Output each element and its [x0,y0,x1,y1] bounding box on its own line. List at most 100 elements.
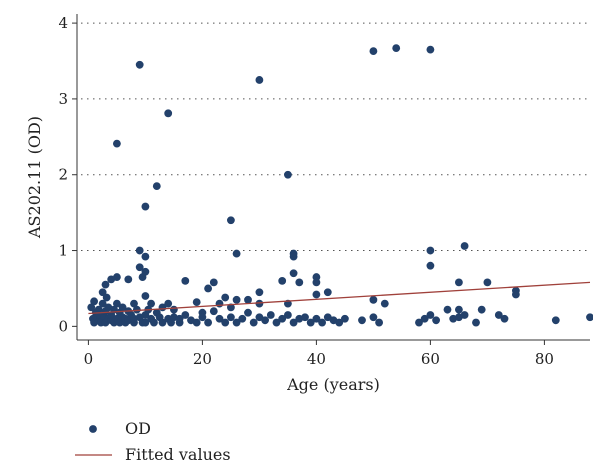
data-point [358,316,366,325]
y-tick-label: 2 [58,166,68,184]
data-point [318,318,326,327]
data-point [312,290,321,299]
data-point [284,311,292,319]
data-point [244,308,252,317]
data-point [181,276,190,285]
data-point [477,305,486,314]
data-point [132,305,141,314]
x-tick-label: 0 [84,350,94,368]
data-point [249,318,258,327]
data-point [278,276,287,285]
data-point [87,303,96,312]
data-point [101,280,110,289]
data-point [255,299,264,308]
data-point [90,297,98,306]
data-point [306,318,315,327]
data-point [124,275,133,284]
data-point [551,316,560,325]
data-point [284,170,292,179]
legend: OD Fitted values [75,419,231,464]
data-point [255,76,264,84]
data-point [375,318,383,327]
data-point [443,305,452,314]
data-point [420,314,429,323]
data-point [221,293,230,302]
fitted-values-line [88,281,591,315]
x-axis-label: Age (years) [286,375,380,394]
data-point [432,316,440,325]
data-point [113,139,121,148]
data-point [141,267,150,276]
data-point [244,295,252,304]
data-point [204,318,213,327]
data-point [221,318,230,327]
y-axis-label: AS202.11 (OD) [25,116,44,239]
data-point [289,269,298,278]
data-point [147,299,156,308]
data-point [301,313,309,322]
data-point [141,292,150,300]
legend-od-marker [89,425,97,433]
data-point [392,44,401,53]
data-point [278,314,287,323]
data-point [335,318,344,327]
data-point [141,252,150,261]
data-point [98,288,107,297]
data-point [415,318,423,327]
data-point [227,303,235,312]
data-point [141,318,150,327]
data-point [494,311,503,319]
data-point [512,290,520,299]
data-point [272,318,281,327]
data-point [232,295,241,304]
data-point [472,318,480,327]
data-point [135,263,144,272]
data-point [483,278,492,287]
data-point [113,299,121,308]
data-point [323,313,332,322]
od-points [87,44,593,327]
legend-od-label: OD [125,419,151,438]
data-point [192,298,201,306]
data-point [227,313,235,322]
x-tick-label: 20 [193,350,212,368]
data-point [426,311,435,319]
data-point [170,305,178,314]
x-axis-ticks: 0 20 40 60 80 [84,340,554,368]
data-point [312,278,321,287]
y-tick-label: 3 [58,90,68,108]
data-point [135,246,144,255]
data-point [289,252,298,261]
data-point [369,295,378,304]
data-point [198,313,207,322]
y-axis-ticks: 0 1 2 3 4 [58,14,77,335]
y-tick-label: 4 [58,14,68,32]
data-point [460,311,469,319]
data-point [158,318,167,327]
data-point [209,278,218,287]
data-point [192,318,201,327]
data-point [255,313,264,322]
data-point [426,261,435,270]
data-point [312,314,321,323]
data-point [152,182,161,190]
legend-fitted-label: Fitted values [125,445,231,464]
data-point [98,299,107,308]
data-point [255,288,264,297]
data-point [455,278,463,287]
gridlines [81,22,590,252]
data-point [266,311,275,319]
data-point [118,303,127,312]
data-point [150,318,158,327]
data-point [369,47,378,56]
data-point [261,316,269,325]
data-point [141,202,150,211]
data-point [586,313,593,322]
data-point [455,305,463,314]
x-tick-label: 40 [307,350,326,368]
data-point [215,314,224,323]
data-point [380,299,389,308]
data-point [113,273,121,281]
data-point [175,314,184,323]
